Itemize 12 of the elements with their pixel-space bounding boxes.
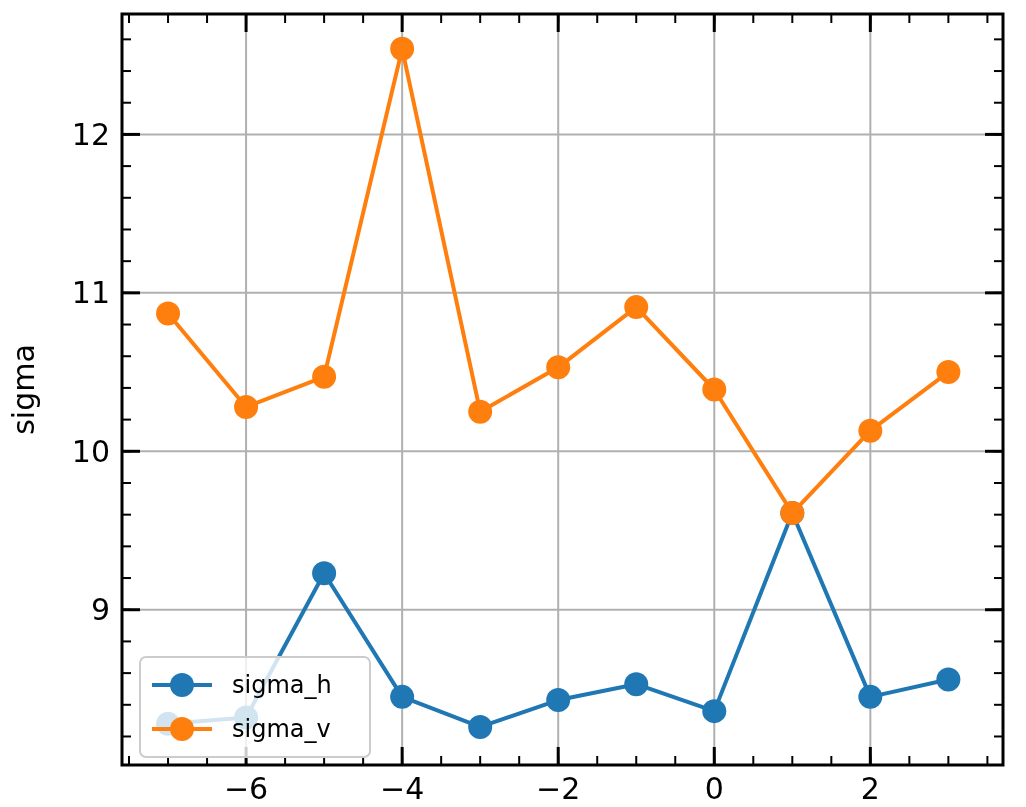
x-tick-label: 2 — [860, 771, 880, 806]
x-tick-label: −4 — [380, 771, 425, 806]
x-tick-label: −6 — [223, 771, 269, 806]
legend-label: sigma_h — [232, 671, 332, 700]
y-tick-label: 9 — [90, 592, 110, 628]
y-tick-label: 10 — [71, 433, 110, 469]
legend-label: sigma_v — [232, 715, 331, 744]
y-tick-label: 11 — [71, 275, 110, 311]
x-tick-label: 0 — [704, 771, 724, 806]
x-tick-label: −2 — [536, 771, 581, 806]
y-axis-title: sigma — [6, 344, 41, 435]
y-tick-label: 12 — [71, 116, 110, 152]
